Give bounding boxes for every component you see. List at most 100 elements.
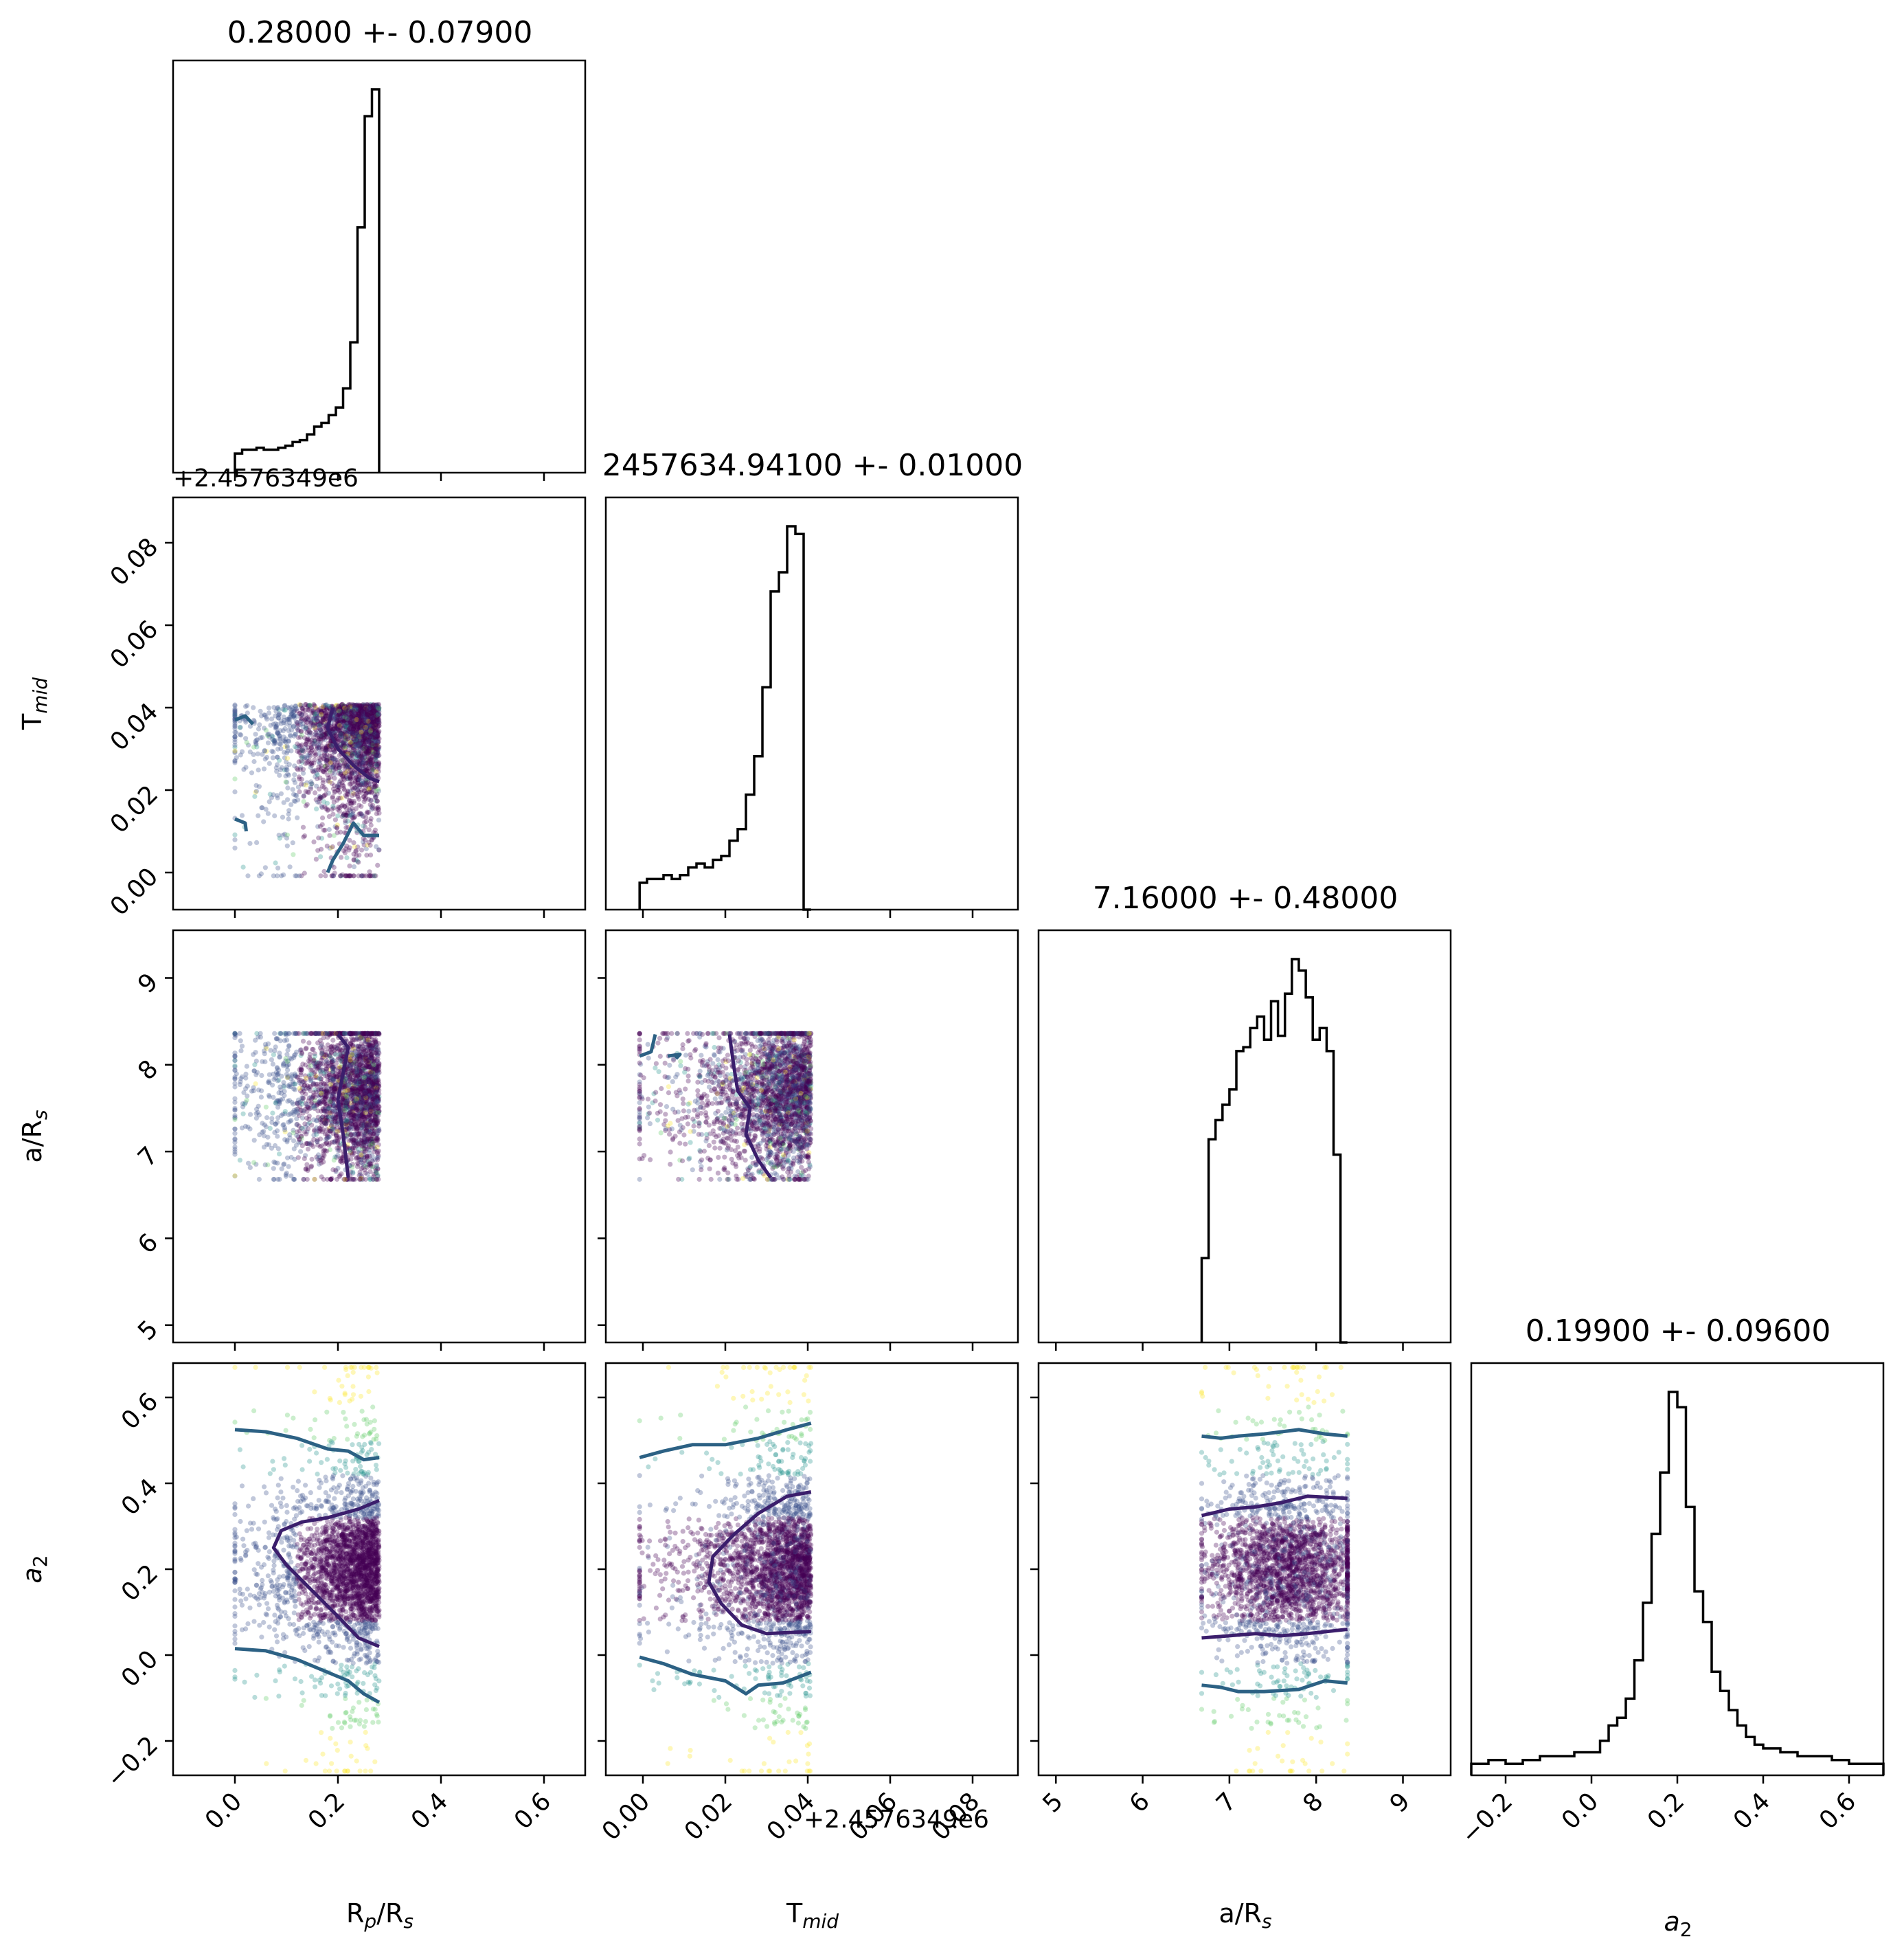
- sample-point: [253, 732, 258, 737]
- sample-point: [324, 743, 329, 749]
- sample-point: [345, 791, 350, 797]
- sample-point: [272, 1129, 277, 1135]
- sample-point: [288, 1118, 294, 1123]
- sample-point: [263, 1104, 269, 1110]
- sample-point: [350, 775, 356, 780]
- sample-point: [245, 703, 250, 708]
- sample-point: [344, 720, 350, 726]
- sample-point: [324, 1052, 329, 1057]
- sample-point: [277, 711, 282, 717]
- sample-point: [232, 1131, 238, 1136]
- sample-point: [232, 703, 238, 708]
- sample-point: [256, 767, 261, 773]
- sample-point: [363, 728, 369, 733]
- sample-point: [297, 789, 302, 795]
- sample-point: [306, 717, 311, 722]
- sample-point: [301, 794, 306, 799]
- sample-point: [320, 715, 326, 721]
- sample-point: [278, 1087, 284, 1092]
- sample-point: [342, 734, 348, 740]
- sample-point: [316, 764, 321, 769]
- sample-point: [232, 708, 238, 713]
- sample-point: [367, 714, 374, 719]
- sample-point: [268, 1048, 273, 1053]
- sample-point: [353, 713, 359, 719]
- sample-point: [363, 736, 368, 741]
- sample-point: [338, 829, 343, 835]
- sample-point: [323, 873, 328, 879]
- sample-point: [288, 1154, 294, 1160]
- sample-point: [280, 814, 286, 820]
- sample-point: [281, 872, 286, 877]
- sample-point: [374, 789, 379, 794]
- sample-point: [261, 819, 267, 824]
- sample-point: [232, 776, 238, 782]
- sample-point: [302, 756, 308, 762]
- sample-point: [374, 1145, 380, 1150]
- sample-point: [364, 737, 370, 743]
- sample-point: [259, 805, 264, 811]
- sample-point: [285, 717, 291, 722]
- sample-point: [310, 1046, 315, 1052]
- sample-point: [376, 712, 381, 718]
- sample-point: [371, 787, 376, 793]
- sample-point: [360, 707, 366, 712]
- sample-point: [359, 873, 365, 879]
- sample-point: [277, 733, 282, 739]
- sample-point: [373, 1138, 378, 1144]
- sample-point: [270, 1110, 275, 1116]
- sample-point: [299, 742, 305, 747]
- sample-point: [308, 779, 314, 785]
- sample-point: [374, 739, 381, 744]
- sample-point: [320, 732, 326, 738]
- sample-point: [313, 730, 319, 736]
- sample-point: [309, 763, 315, 768]
- sample-point: [330, 844, 335, 850]
- sample-point: [374, 1164, 379, 1169]
- sample-point: [317, 1076, 322, 1081]
- sample-point: [356, 859, 361, 865]
- sample-point: [306, 714, 312, 720]
- sample-point: [367, 730, 373, 735]
- sample-point: [348, 750, 354, 755]
- sample-point: [376, 730, 381, 736]
- sample-point: [331, 805, 337, 811]
- sample-point: [289, 704, 295, 710]
- sample-point: [293, 706, 299, 712]
- sample-point: [365, 760, 371, 765]
- sample-point: [361, 1068, 366, 1074]
- sample-point: [358, 811, 364, 816]
- sample-point: [286, 1044, 292, 1049]
- sample-point: [291, 708, 297, 714]
- sample-point: [333, 1132, 339, 1137]
- sample-point: [232, 758, 238, 764]
- sample-point: [232, 1137, 238, 1143]
- sample-point: [304, 802, 310, 807]
- sample-point: [352, 715, 358, 721]
- sample-point: [232, 1126, 238, 1132]
- sample-point: [282, 1125, 288, 1131]
- sample-point: [286, 772, 292, 778]
- sample-point: [288, 748, 294, 754]
- sample-point: [348, 767, 353, 772]
- sample-point: [324, 716, 329, 721]
- sample-point: [349, 1052, 355, 1057]
- sample-point: [304, 719, 310, 725]
- sample-point: [344, 715, 350, 721]
- sample-point: [306, 1040, 312, 1046]
- sample-point: [363, 791, 368, 797]
- sample-point: [293, 798, 298, 804]
- sample-point: [325, 772, 330, 778]
- sample-point: [312, 1053, 318, 1059]
- sample-point: [357, 725, 363, 730]
- sample-point: [353, 735, 359, 741]
- sample-point: [317, 757, 323, 763]
- sample-point: [340, 704, 345, 709]
- sample-point: [332, 771, 337, 777]
- sample-point: [255, 751, 260, 756]
- sample-point: [304, 1140, 310, 1147]
- sample-point: [327, 762, 333, 767]
- sample-point: [327, 833, 332, 838]
- sample-point: [282, 708, 288, 713]
- sample-point: [372, 873, 378, 879]
